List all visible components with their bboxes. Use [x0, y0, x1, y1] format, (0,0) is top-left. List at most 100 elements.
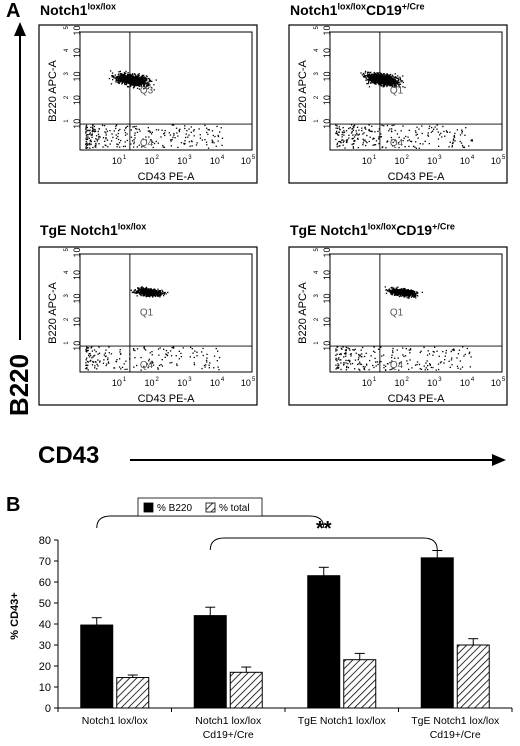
x-tick-label: 10 [491, 378, 501, 388]
x-tick-exp: 5 [252, 377, 256, 383]
big-axis-y-label: B220 [4, 354, 34, 416]
x-tick-exp: 4 [471, 377, 475, 383]
legend-entry: % total [219, 503, 250, 514]
x-tick-exp: 3 [438, 377, 442, 383]
x-tick-label: 10 [362, 378, 372, 388]
y-tick-label: 10 [322, 72, 332, 82]
x-tick-label: 10 [460, 378, 470, 388]
flow-title-1: Notch1lox/lox [40, 1, 116, 18]
error-bar [432, 550, 443, 558]
quadrant-top-label: Q1 [390, 85, 404, 96]
y-tick-exp: 4 [64, 270, 70, 274]
y-tick-label: 20 [39, 661, 51, 673]
quadrant-bottom-label: Q4 [140, 138, 154, 149]
x-tick-exp: 5 [502, 377, 506, 383]
y-tick-label: 10 [322, 317, 332, 327]
big-axis-x-label: CD43 [38, 442, 100, 469]
category-label: Cd19+/Cre [203, 729, 254, 741]
x-tick-exp: 3 [188, 155, 192, 161]
x-tick-exp: 2 [406, 155, 410, 161]
x-tick-label: 10 [112, 378, 122, 388]
x-tick-label: 10 [460, 156, 470, 166]
error-bar [205, 606, 216, 616]
y-tick-exp: 1 [64, 341, 70, 345]
error-bar [468, 638, 479, 645]
cd43-axis-arrow [130, 454, 506, 466]
x-tick-label: 10 [210, 156, 220, 166]
significance-label: ** [316, 518, 332, 540]
error-bar [241, 666, 252, 673]
quadrant-bottom-label: Q4 [390, 360, 404, 371]
bar-chart: 0 10 20 30 40 50 60 70 80 % CD43+ Notch1 lox/lox No… [9, 496, 513, 741]
x-tick-label: 10 [112, 156, 122, 166]
y-tick-exp: 5 [64, 26, 70, 30]
y-tick-exp: 2 [64, 95, 70, 99]
y-tick-exp: 4 [314, 48, 320, 52]
flow-y-axis-label: B220 APC-A [297, 281, 309, 343]
x-tick-label: 10 [145, 156, 155, 166]
x-tick-exp: 4 [221, 377, 225, 383]
y-tick-label: 10 [322, 341, 332, 351]
y-tick-exp: 5 [64, 248, 70, 252]
quadrant-top-label: Q1 [390, 307, 404, 318]
category-label: Notch1 lox/lox [195, 715, 262, 727]
y-tick-label: 10 [72, 95, 82, 105]
error-bar [127, 674, 138, 678]
y-tick-exp: 1 [64, 119, 70, 123]
y-tick-label: 10 [322, 26, 332, 36]
flow-title-4: TgE Notch1lox/loxCD19+/Cre [290, 221, 455, 238]
x-tick-exp: 3 [188, 377, 192, 383]
flow-dots [335, 70, 473, 149]
x-tick-exp: 5 [502, 155, 506, 161]
y-tick-label: 10 [322, 270, 332, 280]
x-tick-label: 10 [427, 378, 437, 388]
y-tick-exp: 1 [314, 341, 320, 345]
legend-swatch [205, 502, 216, 513]
flow-x-axis-label: CD43 PE-A [388, 171, 446, 183]
flow-y-axis-label: B220 APC-A [47, 59, 59, 121]
bar-total [229, 671, 263, 709]
quadrant-bottom-label: Q4 [140, 360, 154, 371]
y-tick-label: 40 [39, 619, 51, 631]
quadrant-top-label: Q3 [140, 85, 154, 96]
category-label: TgE Notch1 lox/lox [298, 715, 387, 727]
y-tick-label: 60 [39, 577, 51, 589]
flow-dots [85, 286, 221, 371]
y-tick-exp: 2 [314, 95, 320, 99]
y-tick-label: 10 [322, 248, 332, 258]
y-tick-exp: 3 [314, 72, 320, 76]
bar-b220 [80, 624, 114, 709]
y-tick-exp: 5 [314, 248, 320, 252]
significance-bracket [209, 537, 438, 551]
bar-total [343, 659, 377, 709]
category-label: TgE Notch1 lox/lox [411, 715, 500, 727]
x-tick-exp: 1 [373, 377, 377, 383]
legend-entry: % B220 [157, 503, 192, 514]
y-tick-label: 10 [72, 72, 82, 82]
flow-y-axis-label: B220 APC-A [297, 59, 309, 121]
quadrant-top-label: Q1 [140, 307, 154, 318]
panel-a-label: A [6, 0, 21, 22]
y-tick-exp: 2 [314, 317, 320, 321]
flow-dots [85, 70, 224, 149]
legend: % B220 % total [137, 497, 263, 517]
legend-swatch [143, 502, 154, 513]
x-tick-exp: 1 [123, 377, 127, 383]
y-tick-exp: 3 [314, 294, 320, 298]
bar-total [116, 677, 150, 709]
x-tick-exp: 1 [373, 155, 377, 161]
y-tick-label: 0 [45, 703, 51, 715]
category-label: Cd19+/Cre [430, 729, 481, 741]
y-tick-exp: 4 [64, 48, 70, 52]
x-tick-exp: 1 [123, 155, 127, 161]
quadrant-bottom-label: Q4 [390, 138, 404, 149]
x-tick-exp: 2 [156, 377, 160, 383]
flow-x-axis-label: CD43 PE-A [138, 393, 196, 405]
flow-x-axis-label: CD43 PE-A [138, 171, 196, 183]
y-tick-exp: 1 [314, 119, 320, 123]
bar-b220 [420, 557, 454, 709]
x-tick-exp: 2 [156, 155, 160, 161]
x-tick-label: 10 [145, 378, 155, 388]
